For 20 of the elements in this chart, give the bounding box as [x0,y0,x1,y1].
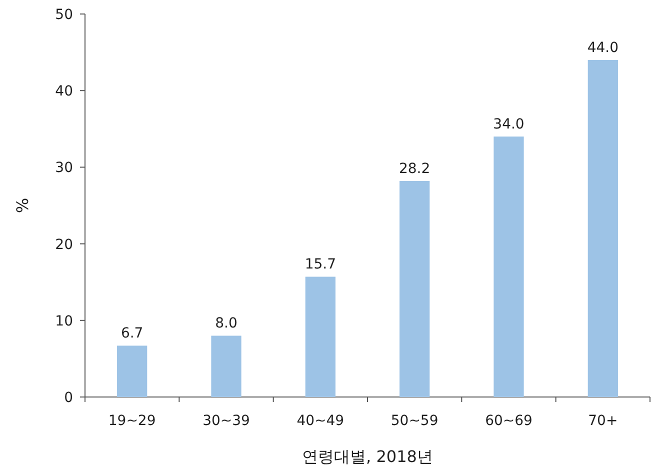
y-axis-title: % [13,198,32,214]
x-tick-label: 70+ [588,413,618,429]
y-tick-label: 20 [55,236,73,253]
data-label: 6.7 [120,326,144,342]
x-tick-label: 40~49 [296,413,344,429]
x-tick-label: 19~29 [108,413,156,429]
y-tick-label: 0 [64,390,73,406]
x-tick-label: 50~59 [390,413,438,429]
y-tick-label: 40 [55,84,73,100]
data-label: 44.0 [587,40,619,56]
x-axis-title: 연령대별, 2018년 [302,447,433,466]
y-tick-label: 30 [55,160,73,176]
x-tick-label: 30~39 [202,413,250,429]
data-label: 34.0 [493,116,524,133]
x-tick-label: 60~69 [485,413,532,429]
y-tick-label: 10 [55,313,73,330]
data-label: 15.7 [304,256,336,273]
data-label: 28.2 [398,160,430,177]
y-tick-label: 50 [55,7,73,23]
data-label: 8.0 [215,316,238,332]
